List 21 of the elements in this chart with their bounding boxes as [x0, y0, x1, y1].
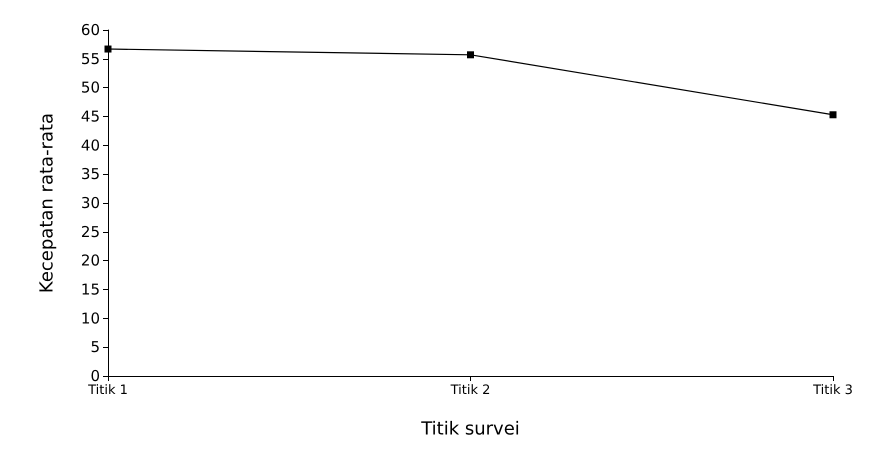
y-tick-label: 20: [80, 252, 100, 270]
y-tick-label: 15: [80, 280, 100, 298]
x-tick-label: Titik 1: [87, 383, 128, 398]
point: [104, 46, 112, 53]
x-tick-label: Titik 2: [450, 383, 490, 398]
y-tick-label: 30: [80, 194, 100, 212]
y-tick-label: 55: [80, 50, 100, 68]
y-tick-label: 60: [80, 21, 100, 39]
y-tick-label: 25: [80, 222, 100, 241]
point: [467, 51, 474, 58]
point: [830, 111, 836, 118]
y-axis-title: Kecepatan rata-rata: [36, 112, 58, 294]
y-tick-label: 0: [90, 367, 100, 385]
x-tick-label: Titik 3: [812, 383, 853, 398]
y-tick-label: 10: [80, 309, 100, 328]
y-tick-label: 40: [80, 136, 100, 154]
y-tick-label: 50: [80, 78, 100, 97]
x-axis-title: Titik survei: [420, 418, 520, 440]
y-tick-label: 35: [80, 165, 100, 184]
y-tick-label: 5: [90, 338, 100, 356]
y-tick-label: 45: [80, 108, 100, 126]
